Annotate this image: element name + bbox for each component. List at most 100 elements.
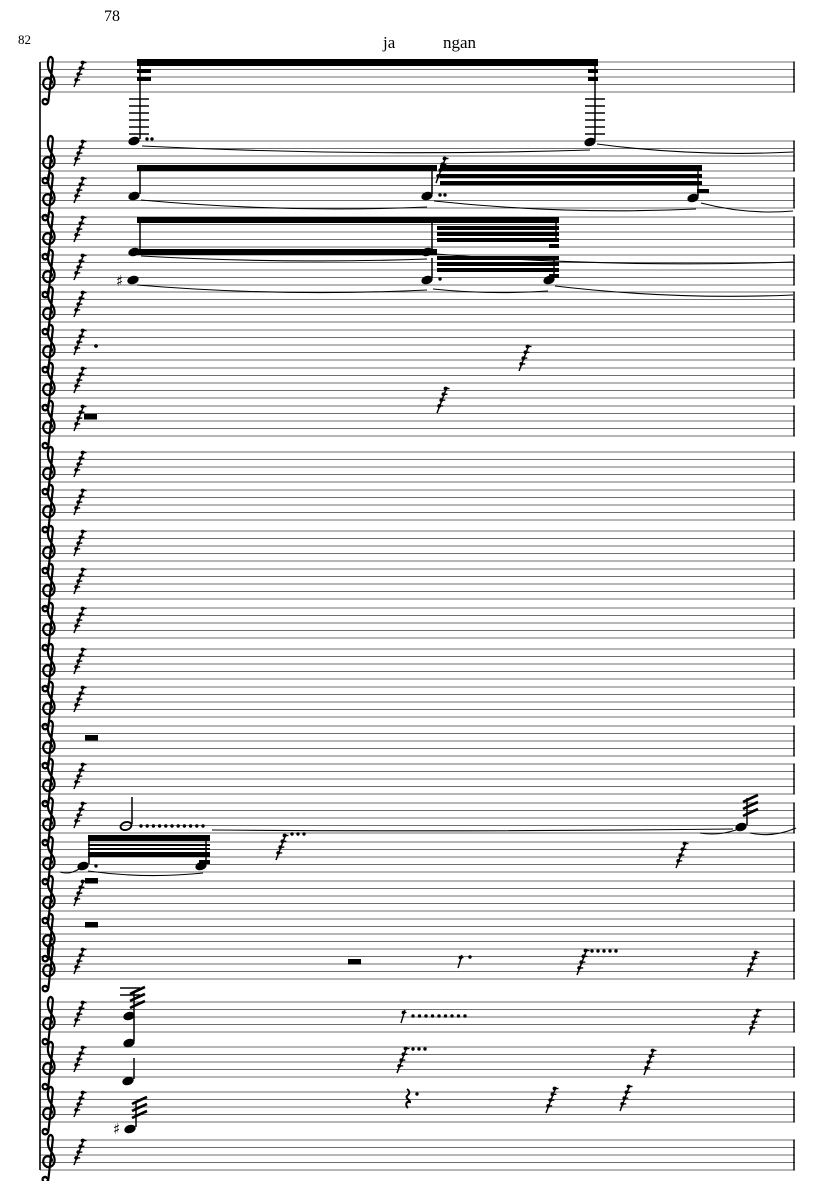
rest-64-hook bbox=[521, 363, 526, 365]
beam bbox=[88, 852, 210, 857]
beam bbox=[588, 69, 598, 73]
tremolo-flag-icon bbox=[129, 992, 146, 1003]
rest-64-hook bbox=[579, 967, 584, 969]
rest-64-hook bbox=[441, 399, 446, 401]
augmentation-dot bbox=[411, 1014, 415, 1018]
treble-clef-icon bbox=[41, 1040, 56, 1091]
augmentation-dot bbox=[176, 824, 180, 828]
rest-quarter-icon bbox=[405, 1088, 412, 1109]
rest-64-hook bbox=[82, 489, 87, 492]
rest-64-hook bbox=[76, 548, 81, 550]
note-head bbox=[128, 136, 140, 146]
rest-64-hook bbox=[751, 1027, 756, 1029]
rest-64-hook bbox=[682, 848, 687, 850]
note-head bbox=[735, 822, 747, 832]
rest-64-hook bbox=[585, 949, 590, 952]
rest-64-hook bbox=[280, 846, 285, 848]
note-head bbox=[421, 275, 433, 285]
block-rest-icon bbox=[85, 922, 98, 928]
note-head bbox=[128, 191, 140, 201]
augmentation-dot bbox=[290, 832, 294, 836]
rest-64-hook bbox=[680, 854, 685, 856]
slur bbox=[211, 828, 734, 832]
note-head bbox=[584, 137, 596, 147]
rest-64-hook bbox=[749, 969, 754, 971]
slur bbox=[140, 199, 428, 210]
rest-64-hook bbox=[80, 692, 85, 694]
rest-64-hook bbox=[278, 852, 283, 854]
rest-64-hook bbox=[76, 309, 81, 311]
slur bbox=[749, 827, 797, 836]
augmentation-dot bbox=[296, 832, 300, 836]
note-head bbox=[122, 1076, 134, 1086]
slur bbox=[141, 145, 591, 154]
note-head bbox=[77, 861, 89, 871]
beam bbox=[588, 77, 598, 81]
beam bbox=[88, 848, 210, 850]
rest-64-hook bbox=[82, 648, 87, 651]
rest-64-hook bbox=[583, 955, 588, 957]
slur bbox=[432, 288, 549, 294]
block-rest-icon bbox=[85, 735, 98, 741]
rest-64-hook bbox=[80, 613, 85, 615]
augmentation-dot bbox=[443, 1014, 448, 1018]
rest-64-hook bbox=[82, 405, 87, 408]
tremolo-flag-icon bbox=[131, 1102, 148, 1113]
rest-64-hook bbox=[82, 607, 87, 610]
augmentation-dot bbox=[415, 1092, 419, 1096]
rest-64-hook bbox=[80, 146, 85, 148]
rest-64-hook bbox=[76, 1157, 81, 1159]
augmentation-dot bbox=[417, 1014, 422, 1018]
rest-64-hook bbox=[80, 495, 85, 497]
rest-64-hook bbox=[76, 898, 81, 900]
rest-64-hook bbox=[399, 1065, 404, 1067]
augmentation-dot bbox=[608, 949, 612, 953]
rest-64-hook bbox=[82, 948, 87, 951]
rest-64-hook bbox=[80, 1145, 85, 1147]
rest-64-hook bbox=[78, 892, 83, 894]
beam bbox=[437, 262, 559, 266]
beam bbox=[440, 174, 702, 178]
rest-64-hook bbox=[82, 802, 87, 805]
rest-64-hook bbox=[76, 234, 81, 236]
rest-64-hook bbox=[624, 1097, 629, 1099]
rest-64-hook bbox=[82, 291, 87, 294]
rest-64-hook bbox=[80, 1007, 85, 1009]
rest-64-hook bbox=[76, 272, 81, 274]
rest-64-hook bbox=[82, 254, 87, 257]
block-rest-icon bbox=[85, 878, 98, 884]
rest-64-hook bbox=[78, 580, 83, 582]
augmentation-dot bbox=[463, 1014, 467, 1018]
note-head bbox=[123, 1038, 135, 1048]
beam bbox=[697, 189, 709, 193]
block-rest-icon bbox=[348, 959, 361, 965]
note-head bbox=[421, 191, 433, 201]
rest-64-hook bbox=[80, 260, 85, 262]
note-head bbox=[543, 275, 555, 285]
slur bbox=[136, 284, 428, 294]
rest-64-hook bbox=[755, 1015, 760, 1017]
rest-8-hook bbox=[403, 1011, 407, 1014]
tremolo-flag-icon bbox=[131, 1109, 148, 1120]
rest-64-hook bbox=[519, 362, 524, 366]
slur bbox=[140, 255, 428, 262]
rest-64-hook bbox=[648, 1061, 653, 1063]
beam bbox=[88, 835, 210, 841]
rest-64-hook bbox=[678, 860, 683, 862]
rest-64-hook bbox=[76, 79, 81, 81]
rest-64-hook bbox=[76, 195, 81, 197]
rest-64-hook bbox=[82, 61, 87, 64]
augmentation-dot bbox=[602, 949, 606, 953]
augmentation-dot bbox=[182, 824, 187, 828]
rest-8-hook bbox=[460, 956, 464, 959]
rest-64-hook bbox=[78, 417, 83, 419]
treble-clef-icon bbox=[41, 399, 56, 450]
rest-64-hook bbox=[527, 345, 532, 348]
rest-64-hook bbox=[548, 1098, 553, 1102]
note-head bbox=[128, 247, 140, 257]
augmentation-dot bbox=[456, 1014, 461, 1018]
rest-64-hook bbox=[80, 769, 85, 771]
rest-64-hook bbox=[80, 886, 85, 888]
augmentation-dot bbox=[590, 949, 594, 953]
